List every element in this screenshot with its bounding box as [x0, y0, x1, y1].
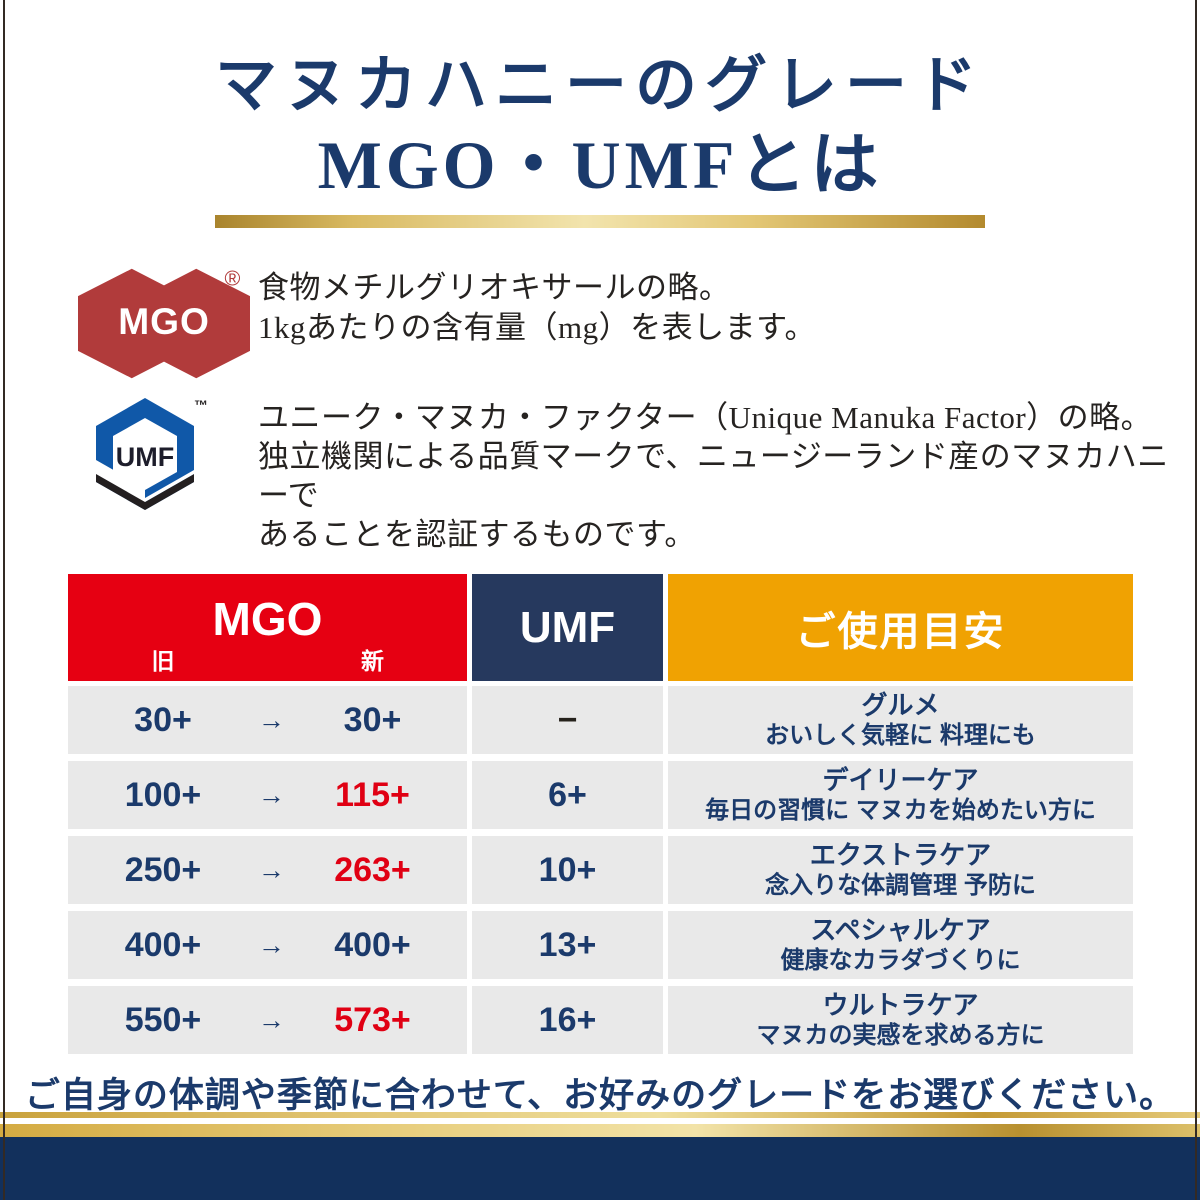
- usage-cell: エクストラケア 念入りな体調管理 予防に: [668, 836, 1133, 904]
- mgo-logo: MGO ®: [78, 266, 258, 386]
- header-mgo-sublabels: 旧 新: [68, 647, 467, 675]
- table-row: 250+ → 263+ 10+ エクストラケア 念入りな体調管理 予防に: [68, 836, 1133, 904]
- header-mgo: MGO 旧 新: [68, 574, 467, 681]
- umf-value: −: [557, 700, 578, 739]
- umf-desc-line3: あることを認証するものです。: [258, 517, 696, 552]
- mgo-new-value: 573+: [334, 1000, 411, 1039]
- mgo-new-value: 263+: [334, 850, 411, 889]
- table-row: 550+ → 573+ 16+ ウルトラケア マヌカの実感を求める方に: [68, 986, 1133, 1054]
- umf-value-cell: −: [472, 686, 663, 754]
- umf-value-cell: 10+: [472, 836, 663, 904]
- umf-value-cell: 6+: [472, 761, 663, 829]
- page-title-line1: マヌカハニーのグレード: [214, 52, 985, 120]
- umf-value-cell: 13+: [472, 911, 663, 979]
- tm-mark-icon: ™: [194, 398, 208, 413]
- care-description: マヌカの実感を求める方に: [756, 1021, 1045, 1049]
- umf-value: 13+: [538, 925, 597, 964]
- page-title-line2: MGO・UMFとは: [317, 127, 883, 203]
- usage-cell: スペシャルケア 健康なカラダづくりに: [668, 911, 1133, 979]
- mgo-new-value: 115+: [335, 775, 410, 814]
- mgo-values-cell: 400+ → 400+: [68, 911, 467, 979]
- footer-note: ご自身の体調や季節に合わせて、お好みのグレードをお選びください。: [24, 1076, 1176, 1115]
- registered-trademark-icon: ®: [224, 266, 240, 290]
- table-header: MGO 旧 新 UMF ご使用目安: [68, 574, 1133, 681]
- care-title: エクストラケア: [809, 839, 992, 870]
- header-old-label: 旧: [151, 648, 175, 674]
- umf-value: 16+: [538, 1000, 597, 1039]
- mgo-new-value: 400+: [334, 925, 411, 964]
- usage-cell: デイリーケア 毎日の習慣に マヌカを始めたい方に: [668, 761, 1133, 829]
- header-umf: UMF: [472, 574, 663, 681]
- navy-footer-bar: [0, 1137, 1200, 1200]
- umf-desc-line1: ユニーク・マヌカ・ファクター（Unique Manuka Factor）の略。: [258, 400, 1153, 435]
- mgo-values-cell: 550+ → 573+: [68, 986, 467, 1054]
- mgo-badge-icon: MGO ®: [78, 266, 250, 379]
- umf-explanation-row: UMF ™ ユニーク・マヌカ・ファクター（Unique Manuka Facto…: [78, 397, 1200, 554]
- care-description: 健康なカラダづくりに: [780, 946, 1021, 974]
- arrow-icon: →: [258, 1004, 285, 1035]
- arrow-icon: →: [258, 704, 285, 735]
- arrow-icon: →: [258, 779, 285, 810]
- umf-value-cell: 16+: [472, 986, 663, 1054]
- mgo-values-cell: 100+ → 115+: [68, 761, 467, 829]
- grade-table: MGO 旧 新 UMF ご使用目安 30+ → 30+ − グルメ: [68, 574, 1133, 1054]
- umf-badge-icon: UMF ™: [96, 397, 208, 510]
- mgo-desc-line1: 食物メチルグリオキサールの略。: [258, 270, 731, 305]
- care-description: 念入りな体調管理 予防に: [765, 871, 1036, 899]
- mgo-desc-line2: 1kgあたりの含有量（mg）を表します。: [258, 310, 817, 345]
- arrow-icon: →: [258, 929, 285, 960]
- svg-text:MGO: MGO: [118, 300, 210, 342]
- umf-desc-line2: 独立機関による品質マークで、ニュージーランド産のマヌカハニーで: [258, 439, 1169, 513]
- usage-cell: グルメ おいしく気軽に 料理にも: [668, 686, 1133, 754]
- care-title: スペシャルケア: [810, 914, 991, 945]
- gold-band-thick: [0, 1124, 1200, 1137]
- table-row: 100+ → 115+ 6+ デイリーケア 毎日の習慣に マヌカを始めたい方に: [68, 761, 1133, 829]
- mgo-new-value: 30+: [343, 700, 402, 739]
- title-block: マヌカハニーのグレード MGO・UMFとは: [0, 0, 1200, 228]
- gold-band-thin: [0, 1112, 1200, 1118]
- table-rows: 30+ → 30+ − グルメ おいしく気軽に 料理にも 100+ → 115+…: [68, 686, 1133, 1054]
- umf-value: 10+: [538, 850, 597, 889]
- header-usage: ご使用目安: [668, 574, 1133, 681]
- care-description: おいしく気軽に 料理にも: [765, 721, 1036, 749]
- left-edge-border: [3, 0, 5, 1200]
- mgo-values-cell: 250+ → 263+: [68, 836, 467, 904]
- umf-logo: UMF ™: [78, 397, 258, 531]
- mgo-old-value: 30+: [134, 700, 192, 739]
- gold-underline-divider: [215, 215, 985, 228]
- header-new-label: 新: [361, 648, 384, 674]
- mgo-old-value: 250+: [124, 850, 202, 889]
- mgo-values-cell: 30+ → 30+: [68, 686, 467, 754]
- mgo-explanation-row: MGO ® 食物メチルグリオキサールの略。 1kgあたりの含有量（mg）を表しま…: [78, 266, 1200, 386]
- table-row: 400+ → 400+ 13+ スペシャルケア 健康なカラダづくりに: [68, 911, 1133, 979]
- mgo-old-value: 100+: [124, 775, 202, 814]
- umf-description: ユニーク・マヌカ・ファクター（Unique Manuka Factor）の略。 …: [258, 398, 1200, 554]
- umf-value: 6+: [548, 775, 587, 814]
- usage-cell: ウルトラケア マヌカの実感を求める方に: [668, 986, 1133, 1054]
- care-title: ウルトラケア: [822, 989, 979, 1020]
- arrow-icon: →: [258, 854, 285, 885]
- logo-explanations: MGO ® 食物メチルグリオキサールの略。 1kgあたりの含有量（mg）を表しま…: [0, 266, 1200, 554]
- care-title: グルメ: [861, 689, 940, 720]
- mgo-old-value: 400+: [124, 925, 202, 964]
- right-edge-border: [1195, 0, 1197, 1200]
- care-description: 毎日の習慣に マヌカを始めたい方に: [705, 796, 1096, 824]
- svg-text:UMF: UMF: [116, 442, 174, 472]
- table-row: 30+ → 30+ − グルメ おいしく気軽に 料理にも: [68, 686, 1133, 754]
- header-mgo-label: MGO: [212, 593, 323, 645]
- mgo-description: 食物メチルグリオキサールの略。 1kgあたりの含有量（mg）を表します。: [258, 266, 816, 348]
- mgo-old-value: 550+: [124, 1000, 202, 1039]
- care-title: デイリーケア: [822, 764, 979, 795]
